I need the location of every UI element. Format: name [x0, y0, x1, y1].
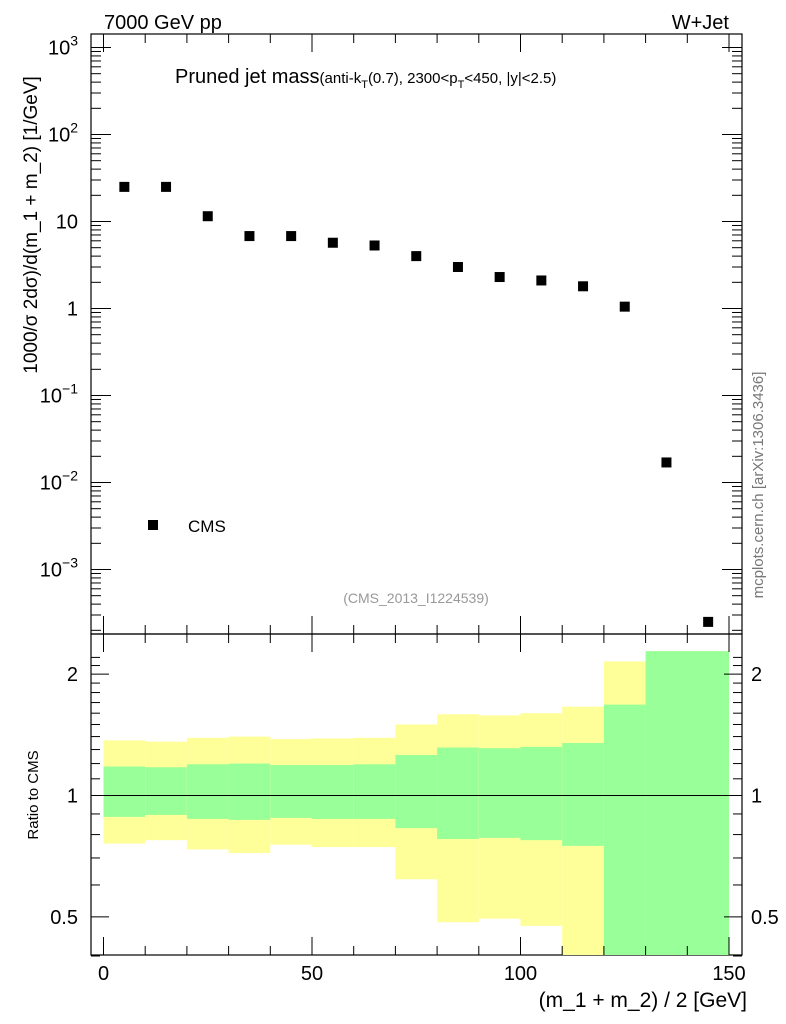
ratio-band-inner-1: [145, 767, 187, 815]
main-y-tick-label-base-4: 10: [40, 386, 62, 408]
data-point-1: [161, 181, 172, 192]
data-point-11: [578, 281, 589, 292]
ratio-y-tick-label-right-1: 1: [751, 786, 762, 808]
main-y-tick-label-2: 10: [56, 212, 78, 234]
watermark: mcplots.cern.ch [arXiv:1306.3436]: [750, 372, 767, 599]
data-point-12: [619, 301, 630, 312]
main-y-tick-label-base-3: 1: [67, 299, 78, 321]
legend-marker: [148, 520, 158, 530]
ratio-band-inner-7: [395, 755, 438, 829]
data-point-5: [327, 237, 338, 248]
main-y-tick-label-exp-5: −2: [62, 468, 78, 484]
main-y-tick-label-base-1: 10: [48, 125, 70, 147]
ratio-y-axis-title: Ratio to CMS: [25, 750, 42, 839]
data-point-13: [661, 457, 672, 468]
data-point-7: [411, 251, 422, 262]
ratio-band-inner-12: [603, 704, 646, 955]
data-point-0: [119, 181, 130, 192]
plot-title-detail-suffix: <450, |y|<2.5): [464, 70, 556, 87]
main-y-tick-label-base-5: 10: [40, 473, 62, 495]
data-point-14: [703, 616, 714, 627]
plot-title-detail-prefix: (anti-k: [320, 70, 362, 87]
data-point-9: [494, 272, 505, 283]
data-point-4: [286, 231, 297, 242]
data-point-8: [452, 261, 463, 272]
main-y-tick-label-3: 1: [67, 299, 78, 321]
ratio-y-tick-label-right-0: 0.5: [751, 907, 779, 929]
ratio-band-inner-5: [312, 765, 354, 819]
ratio-y-tick-label-left-0: 0.5: [50, 907, 78, 929]
main-y-tick-label-6: 10−3: [40, 555, 78, 582]
ratio-y-tick-label-left-2: 2: [67, 664, 78, 686]
ratio-band-inner-9: [478, 748, 521, 838]
main-y-tick-label-base-2: 10: [56, 212, 78, 234]
ratio-y-tick-label-right-2: 2: [751, 664, 762, 686]
x-tick-label-1: 50: [301, 963, 323, 985]
ratio-y-tick-label-left-1: 1: [67, 786, 78, 808]
main-panel-frame: [90, 33, 743, 635]
ratio-band-inner-4: [270, 765, 312, 818]
main-y-tick-label-exp-0: 3: [70, 33, 78, 49]
main-y-tick-label-5: 10−2: [40, 468, 78, 495]
data-point-3: [244, 231, 255, 242]
main-y-tick-label-4: 10−1: [40, 381, 78, 408]
main-y-tick-label-exp-1: 2: [70, 120, 78, 136]
ratio-tick-labels: 0.5 0.5 1 1 2 2 0 50 100 150: [50, 664, 779, 985]
main-y-tick-label-base-6: 10: [40, 560, 62, 582]
main-axis-ticks: [91, 34, 742, 634]
main-y-tick-label-exp-6: −3: [62, 555, 78, 571]
x-tick-label-0: 0: [98, 963, 109, 985]
plot-title-sub-t1: T: [361, 79, 368, 91]
main-y-axis-title: 1000/σ 2dσ)/d(m_1 + m_2) [1/GeV]: [21, 76, 42, 374]
main-y-tick-label-0: 103: [48, 33, 78, 60]
plot-title-sub-t2: T: [458, 79, 465, 91]
x-tick-label-2: 100: [504, 963, 537, 985]
ratio-band-inner-8: [437, 747, 479, 840]
ratio-band-inner-6: [353, 764, 396, 819]
x-tick-label-3: 150: [712, 963, 745, 985]
ratio-band-inner-10: [520, 746, 563, 841]
plot-title-main: Pruned jet mass: [175, 66, 320, 88]
ratio-axis-ticks: [91, 634, 742, 957]
data-point-10: [536, 275, 547, 286]
plot-title-detail-mid: (0.7), 2300<p: [368, 70, 458, 87]
data-point-2: [202, 211, 213, 222]
cms-data-markers: [119, 181, 714, 627]
header-process-label: W+Jet: [672, 12, 730, 34]
ratio-panel-frame: [90, 633, 743, 956]
ratio-band-inner-2: [186, 764, 229, 819]
ratio-band-inner-13: [645, 651, 729, 955]
analysis-id: (CMS_2013_I1224539): [343, 590, 489, 606]
main-y-tick-label-base-0: 10: [48, 38, 70, 60]
plot-title: Pruned jet mass(anti-kT(0.7), 2300<pT<45…: [175, 66, 556, 91]
ratio-band-inner-3: [228, 763, 271, 820]
ratio-band-inner-11: [562, 742, 604, 846]
data-point-6: [369, 240, 380, 251]
legend-label: CMS: [188, 517, 226, 536]
ratio-bands: [103, 651, 729, 955]
header-energy-label: 7000 GeV pp: [104, 12, 222, 34]
main-y-tick-label-exp-4: −1: [62, 381, 78, 397]
ratio-band-inner-0: [103, 766, 146, 817]
x-axis-title: (m_1 + m_2) / 2 [GeV]: [539, 989, 747, 1012]
main-y-tick-label-1: 102: [48, 120, 78, 147]
